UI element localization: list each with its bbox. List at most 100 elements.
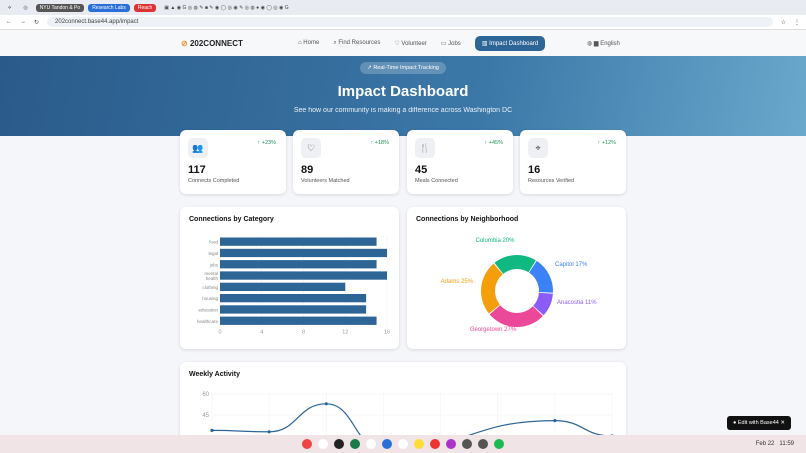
address-bar-row: ← → ↻ 202connect.base44.app/impact ☆ ⋮ (0, 15, 806, 30)
slice-label: Adams 25% (441, 279, 474, 285)
nav-label: Find Resources (338, 39, 381, 46)
logo-text-b: CONNECT (203, 38, 243, 48)
nav-label: Impact Dashboard (489, 40, 539, 47)
donut-slice (494, 255, 536, 274)
y-tick-label: healthcare (197, 319, 219, 324)
stat-value: 45 (415, 164, 428, 176)
data-point (324, 402, 328, 406)
stat-change: ↑ +18% (370, 140, 389, 146)
x-tick-label: 0 (218, 329, 221, 335)
menu-icon[interactable]: ⋮ (794, 19, 800, 26)
stat-card: ♡ ↑ +18% 89 Volunteers Matched (293, 130, 399, 194)
app-icon[interactable] (446, 439, 456, 449)
chart-title: Connections by Neighborhood (416, 216, 519, 223)
spotify-icon[interactable] (494, 439, 504, 449)
app-icon[interactable] (350, 439, 360, 449)
stat-card: 👥 ↑ +23% 117 Connects Completed (180, 130, 286, 194)
nav-impact-dashboard[interactable]: ▥ Impact Dashboard (474, 35, 546, 51)
y-tick-label: health (206, 276, 219, 281)
y-tick-label: jobs (209, 262, 219, 267)
bar (220, 260, 377, 269)
app-icon[interactable] (318, 439, 328, 449)
category-chart-card: Connections by Category 0 4 8 12 16 food legal… (180, 207, 399, 349)
app-icon[interactable] (398, 439, 408, 449)
browser-tab-strip: ⟡ ◎ NYU Tandon & Po Research Labs Reach … (0, 0, 806, 15)
logo[interactable]: ⊘ 202CONNECT (181, 39, 243, 48)
x-tick-label: 12 (342, 329, 348, 335)
browser-tab-group[interactable]: NYU Tandon & Po (35, 3, 85, 12)
data-point (267, 430, 271, 434)
nav-jobs[interactable]: ▭ Jobs (440, 40, 461, 47)
heart-icon: ♡ (301, 138, 321, 158)
edit-with-base44-button[interactable]: ● Edit with Base44 ✕ (727, 416, 791, 430)
bar (220, 294, 367, 303)
nav-label: Volunteer (401, 40, 427, 47)
y-tick-label: legal (208, 251, 218, 256)
donut-slice (489, 305, 543, 327)
y-tick-label: 60 (202, 392, 209, 398)
app-icon[interactable] (334, 439, 344, 449)
gmail-icon[interactable] (366, 439, 376, 449)
x-tick-label: 4 (260, 329, 263, 335)
x-tick-label: 8 (302, 329, 305, 335)
slice-label: Capitol 17% (555, 262, 588, 268)
y-tick-label: housing (202, 296, 218, 301)
edit-label: Edit with Base44 (737, 420, 779, 426)
code-icon[interactable] (478, 439, 488, 449)
nav-volunteer[interactable]: ♡ Volunteer (394, 40, 427, 47)
neighborhood-chart-card: Connections by Neighborhood Columbia 20%… (407, 207, 626, 349)
browser-tab-group[interactable]: Reach (133, 3, 157, 12)
browser-tab[interactable]: ▣ ▲ ◉ G ◎ ◍ ✎ ■ ✎ ◉ ◯ ◎ ◉ ✎ ◎ ◍ ● ◉ ◯ ◎ … (164, 4, 289, 11)
chrome-icon[interactable] (302, 439, 312, 449)
stat-label: Meals Connected (415, 178, 458, 184)
slice-label: Anacostia 11% (557, 300, 597, 306)
y-tick-label: education (198, 307, 218, 312)
browser-tab[interactable]: ◎ (23, 4, 28, 11)
stat-change: ↑ +23% (257, 140, 276, 146)
bar (220, 305, 367, 314)
x-tick-label: 16 (384, 329, 390, 335)
stat-value: 89 (301, 164, 314, 176)
bar (220, 282, 346, 291)
files-icon[interactable] (382, 439, 392, 449)
stat-change: ↑ +12% (597, 140, 616, 146)
neighborhood-donut-chart: Columbia 20% Capitol 17% Anacostia 11% Geor… (441, 238, 598, 333)
browser-tab-group[interactable]: Research Labs (88, 3, 130, 12)
logo-icon: ⊘ (181, 38, 188, 48)
page-title: Impact Dashboard (337, 83, 469, 100)
donut-slice (481, 263, 503, 314)
nav-home[interactable]: ⌂ Home (298, 40, 320, 46)
stat-label: Volunteers Matched (301, 178, 350, 184)
back-icon[interactable]: ← (6, 19, 12, 25)
top-navigation: ⊘ 202CONNECT ⌂ Home ⌕ Find Resources ♡ V… (0, 30, 806, 56)
badge-text: Real-Time Impact Tracking (373, 65, 439, 71)
nav-find-resources[interactable]: ⌕ Find Resources (333, 39, 381, 46)
star-icon[interactable]: ☆ (780, 19, 786, 26)
users-icon: 👥 (188, 138, 208, 158)
y-tick-label: food (209, 240, 218, 245)
stat-change: ↑ +45% (484, 140, 503, 146)
language-label: English (600, 40, 620, 47)
browser-tab[interactable]: ⟡ (8, 4, 12, 11)
stat-card: ⌖ ↑ +12% 16 Resources Verified (520, 130, 626, 194)
slice-label: Georgetown 27% (470, 327, 517, 333)
clock[interactable]: Feb 22 11:59 (755, 441, 794, 447)
terminal-icon[interactable] (462, 439, 472, 449)
language-selector[interactable]: ◍ ▆ English (587, 40, 620, 47)
forward-icon[interactable]: → (20, 19, 26, 25)
donut-slice (533, 292, 553, 316)
bar (220, 316, 377, 325)
utensils-icon: 🍴 (415, 138, 435, 158)
url-input[interactable]: 202connect.base44.app/impact (47, 17, 773, 27)
youtube-icon[interactable] (430, 439, 440, 449)
realtime-badge: ↗ Real-Time Impact Tracking (360, 62, 446, 74)
stat-card: 🍴 ↑ +45% 45 Meals Connected (407, 130, 513, 194)
slice-label: Columbia 20% (475, 238, 515, 244)
app-icon[interactable] (414, 439, 424, 449)
taskbar: Feb 22 11:59 (0, 435, 806, 453)
chart-title: Weekly Activity (189, 371, 240, 378)
nav-label: Home (303, 40, 320, 46)
y-tick-label: mental (204, 271, 218, 276)
reload-icon[interactable]: ↻ (34, 19, 40, 26)
